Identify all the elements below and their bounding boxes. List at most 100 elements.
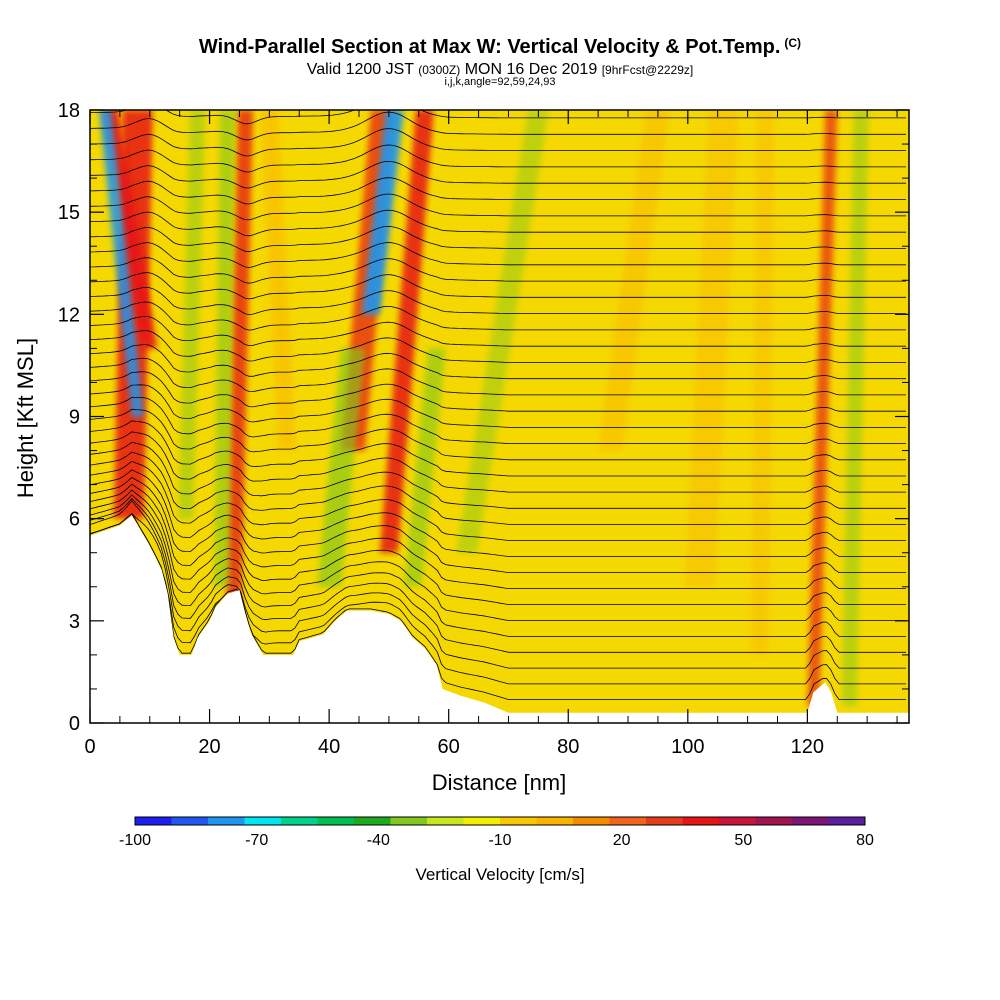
theta-contour-33 (90, 160, 906, 189)
colorbar-label-2: -40 (367, 832, 390, 849)
chart-title-text: Wind-Parallel Section at Max W: Vertical… (198, 36, 781, 58)
theta-contour-31 (90, 193, 906, 221)
x-tick-label-4: 80 (557, 736, 579, 758)
theta-contour-14 (90, 431, 906, 493)
velocity-streak-4 (214, 110, 235, 587)
valid-date: MON 16 Dec 2019 (464, 61, 598, 78)
y-tick-label-6: 18 (58, 100, 80, 122)
colorbar: -100 -70 -40 -10 20 50 80 (119, 816, 874, 849)
x-tick-label-1: 20 (198, 736, 220, 758)
theta-contour-20 (90, 357, 906, 396)
theta-contour-3 (90, 513, 906, 669)
colorbar-swatch-0 (135, 817, 172, 825)
valid-utc: (0300Z) (418, 63, 461, 77)
theta-contour-22 (90, 330, 906, 363)
theta-contour-25 (90, 286, 906, 316)
forecast-info: [9hrFcst@2229z] (601, 63, 694, 77)
velocity-streak-12 (807, 110, 838, 706)
colorbar-swatch-4 (281, 817, 318, 825)
velocity-streak-6 (362, 110, 404, 315)
x-tick-label-3: 60 (438, 736, 460, 758)
colorbar-label-4: 20 (613, 832, 631, 849)
theta-contour-27 (90, 257, 906, 284)
theta-contour-28 (90, 242, 906, 268)
velocity-streak-11 (598, 110, 670, 451)
theta-contour-4 (90, 500, 906, 653)
colorbar-swatch-2 (208, 817, 245, 825)
y-tick-label-5: 15 (58, 202, 80, 224)
theta-contour-18 (90, 384, 906, 428)
velocity-streak-17 (750, 110, 775, 655)
y-tick-label-4: 12 (58, 304, 80, 326)
y-tick-label-2: 6 (69, 509, 80, 531)
colorbar-swatch-10 (500, 817, 537, 825)
theta-contour-34 (90, 144, 906, 173)
colorbar-label-0: -100 (119, 832, 151, 849)
theta-contour-21 (90, 344, 906, 380)
theta-contour-24 (90, 301, 906, 331)
x-tick-label-5: 100 (671, 736, 704, 758)
x-axis-title: Distance [nm] (432, 770, 567, 795)
theta-contour-32 (90, 177, 906, 205)
velocity-streak-7 (379, 110, 434, 553)
terrain-mask (90, 515, 909, 723)
x-tick-label-6: 120 (791, 736, 824, 758)
colorbar-swatch-7 (390, 817, 428, 825)
colorbar-label-3: -10 (488, 832, 511, 849)
velocity-streak-2 (98, 110, 144, 417)
theta-contours (90, 79, 906, 700)
chart-subtitle: Valid 1200 JST (0300Z) MON 16 Dec 2019 [… (0, 61, 1000, 79)
theta-contour-5 (90, 497, 906, 637)
theta-contour-10 (90, 469, 906, 557)
colorbar-swatch-16 (719, 817, 756, 825)
theta-contour-17 (90, 396, 906, 444)
theta-contour-13 (90, 441, 906, 509)
y-tick-label-1: 3 (69, 611, 80, 633)
terrain (90, 515, 909, 723)
colorbar-label-5: 50 (734, 832, 752, 849)
theta-contour-38 (90, 79, 906, 108)
colorbar-swatch-8 (427, 817, 464, 825)
colorbar-swatch-5 (317, 817, 355, 825)
colorbar-frame (134, 816, 866, 826)
theta-contour-30 (90, 209, 906, 237)
theta-contour-35 (90, 128, 906, 157)
theta-contour-9 (90, 476, 906, 573)
colorbar-swatch-13 (609, 817, 647, 825)
y-tick-label-3: 9 (69, 407, 80, 429)
colorbar-swatch-18 (792, 817, 829, 825)
axes: 0 20 40 60 80 100 120 0 3 6 9 12 15 18 (58, 100, 909, 758)
theta-contour-12 (90, 451, 906, 525)
theta-contour-7 (90, 489, 906, 605)
theta-contour-29 (90, 225, 906, 253)
theta-contour-36 (90, 111, 906, 141)
velocity-streak-15 (260, 110, 297, 451)
velocity-streak-16 (684, 110, 739, 587)
theta-contour-2 (90, 512, 906, 685)
chart-params: i,j,k,angle=92,59,24,93 (444, 76, 556, 88)
velocity-streak-3 (226, 110, 253, 621)
y-tick-label-0: 0 (69, 713, 80, 735)
theta-contour-11 (90, 460, 906, 541)
theta-contour-19 (90, 371, 906, 412)
theta-contour-26 (90, 272, 906, 300)
theta-contour-23 (90, 315, 906, 347)
theta-contour-8 (90, 483, 906, 589)
colorbar-title: Vertical Velocity [cm/s] (415, 865, 584, 884)
valid-time: Valid 1200 JST (306, 61, 414, 78)
colorbar-swatch-6 (354, 817, 391, 825)
velocity-streak-13 (841, 110, 869, 706)
theta-contour-37 (90, 110, 906, 125)
colorbar-swatch-9 (463, 817, 501, 825)
chart-title-mark: (C) (784, 36, 802, 50)
plot-area (89, 79, 910, 724)
colorbar-swatch-19 (828, 817, 866, 825)
colorbar-label-1: -70 (245, 832, 268, 849)
colorbar-swatch-15 (682, 817, 720, 825)
theta-contour-16 (90, 408, 906, 461)
theta-contour-15 (90, 420, 906, 477)
colorbar-swatch-1 (171, 817, 209, 825)
colorbar-swatch-14 (646, 817, 683, 825)
y-axis-title: Height [Kft MSL] (13, 338, 38, 498)
